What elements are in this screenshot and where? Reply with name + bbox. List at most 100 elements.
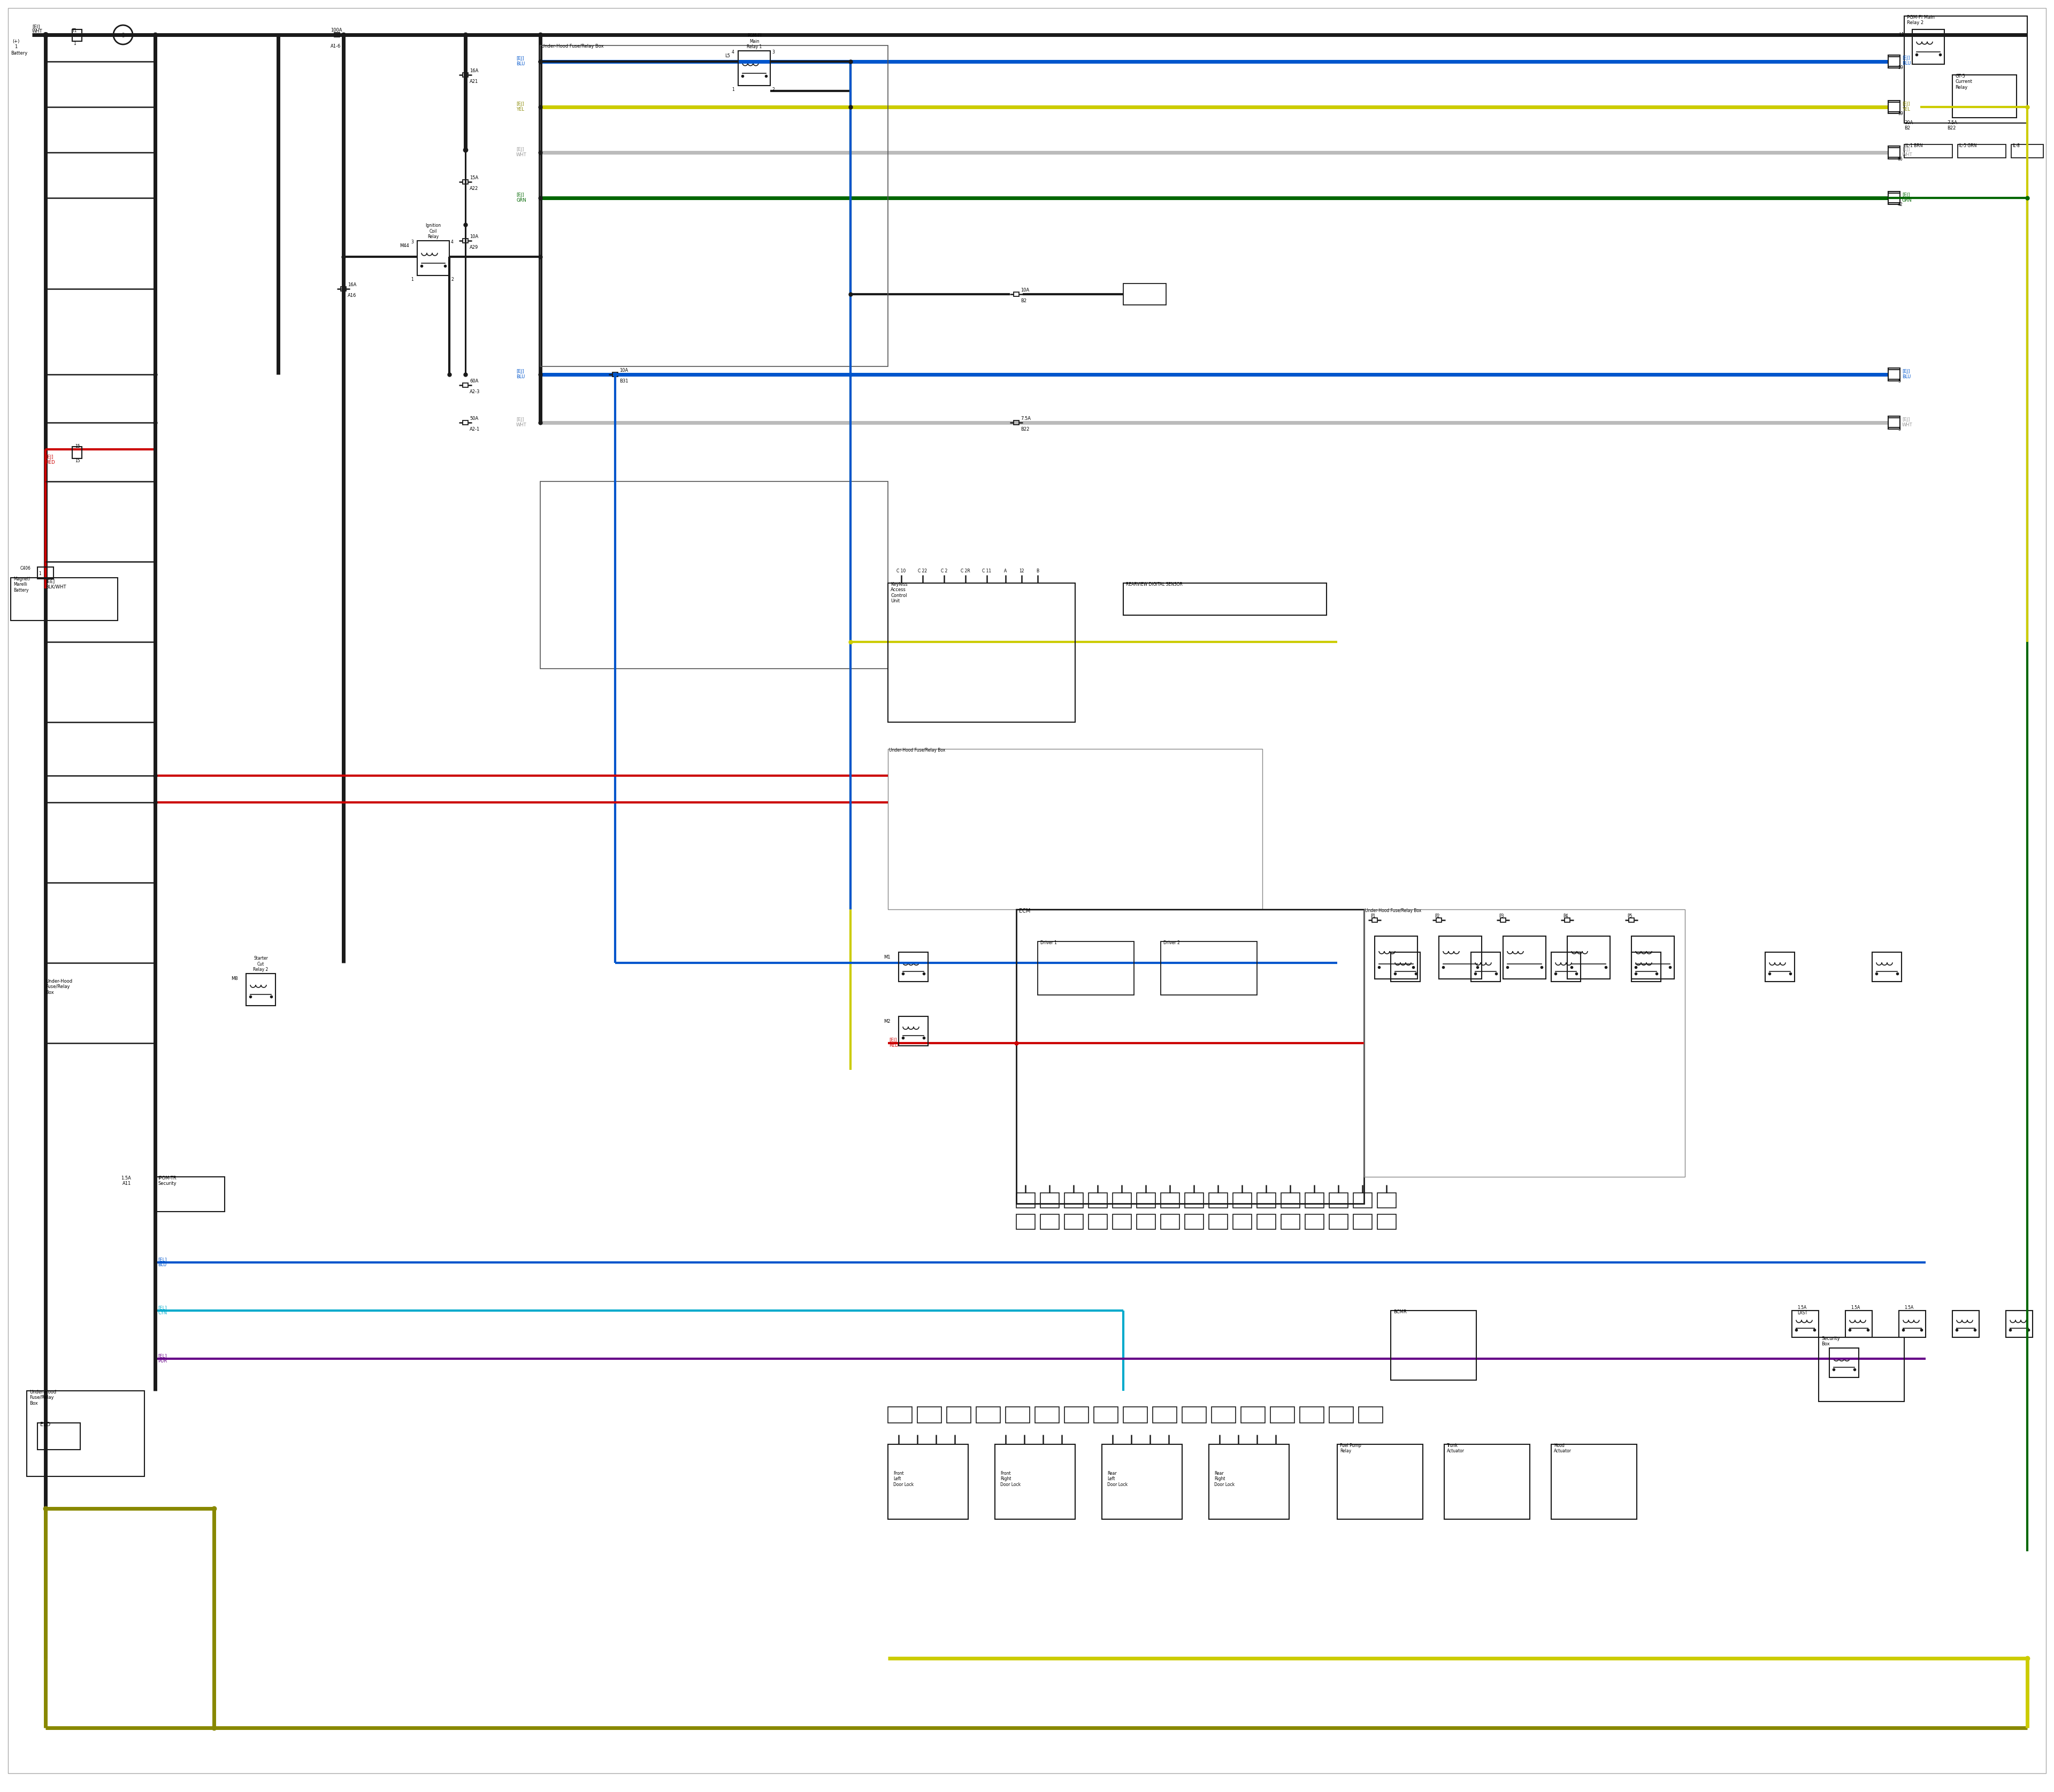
Text: M44: M44 [401, 244, 409, 249]
Bar [1152, 1407, 1177, 1423]
Bar [887, 582, 1074, 722]
Bar [994, 1444, 1074, 1520]
Bar [1957, 145, 2007, 158]
Bar [1904, 145, 1953, 158]
Text: Security
Box: Security Box [1822, 1337, 1840, 1346]
Bar [1183, 1407, 1206, 1423]
Bar [1888, 192, 1900, 204]
Bar [1185, 1215, 1204, 1229]
Bar [737, 50, 770, 86]
Text: 10A: 10A [620, 367, 629, 373]
Text: Under-Hood
Fuse/Relay
Box: Under-Hood Fuse/Relay Box [29, 1391, 55, 1405]
Bar [1161, 1193, 1179, 1208]
Text: Under-Hood Fuse/Relay Box: Under-Hood Fuse/Relay Box [1366, 909, 1421, 914]
Text: BLU: BLU [516, 375, 526, 380]
Bar [1888, 147, 1900, 158]
Bar [1006, 1407, 1029, 1423]
Bar [918, 1407, 941, 1423]
Bar [1136, 1193, 1154, 1208]
Bar [1017, 909, 1364, 1204]
Bar [1257, 1215, 1276, 1229]
Text: 30A: 30A [1904, 120, 1912, 125]
Bar [1791, 1310, 1818, 1337]
Bar [1844, 1310, 1871, 1337]
Bar [1232, 1215, 1251, 1229]
Text: IL-8: IL-8 [2013, 143, 2019, 149]
Bar [1888, 416, 1900, 428]
Text: GT-5
Current
Relay: GT-5 Current Relay [1955, 73, 1972, 90]
Text: 3: 3 [411, 240, 413, 244]
Bar [1871, 952, 1902, 982]
Text: C 2R: C 2R [961, 568, 969, 573]
Text: [EJ]: [EJ] [45, 455, 53, 459]
Text: 2: 2 [772, 88, 774, 91]
Bar [1898, 1310, 1927, 1337]
Text: Driver 2: Driver 2 [1163, 941, 1179, 944]
Text: IL-5 GRN: IL-5 GRN [1960, 143, 1976, 149]
Bar [1471, 952, 1499, 982]
Bar [1282, 1193, 1300, 1208]
Text: A22: A22 [470, 186, 479, 192]
Bar [1436, 918, 1442, 923]
Bar [417, 240, 450, 276]
Text: A1-6: A1-6 [331, 43, 341, 48]
Text: BLU: BLU [516, 61, 526, 66]
Bar [1888, 369, 1900, 380]
Text: [EI]: [EI] [33, 23, 39, 29]
Text: IPOM-TR
Security: IPOM-TR Security [158, 1176, 177, 1186]
Text: Magneti
Marelli
Battery: Magneti Marelli Battery [14, 577, 31, 593]
Text: 42: 42 [1898, 202, 1902, 208]
Text: YEL: YEL [1902, 108, 1910, 111]
Bar [462, 383, 468, 387]
Text: [EJ]: [EJ] [1902, 56, 1910, 61]
Text: Driver 1: Driver 1 [1041, 941, 1058, 944]
Bar [1136, 1215, 1154, 1229]
Text: WHT: WHT [33, 29, 43, 34]
Text: 1: 1 [74, 41, 76, 47]
Bar [1064, 1407, 1089, 1423]
Bar [72, 446, 82, 459]
Bar [887, 1407, 912, 1423]
Text: 3: 3 [1898, 426, 1900, 432]
Bar [1013, 292, 1019, 296]
Text: 1.5A
LAST: 1.5A LAST [1797, 1305, 1808, 1315]
Text: A16: A16 [347, 294, 357, 297]
Bar [1210, 1444, 1290, 1520]
Text: RED: RED [45, 461, 55, 464]
Text: 1.5A: 1.5A [1904, 1305, 1914, 1310]
Text: L1: L1 [1900, 32, 1904, 38]
Bar [1444, 1444, 1530, 1520]
Bar [1358, 1407, 1382, 1423]
Text: 7.5A: 7.5A [1947, 120, 1957, 125]
Text: P4: P4 [1563, 914, 1567, 919]
Text: A: A [1004, 568, 1006, 573]
Text: P3: P3 [1499, 914, 1504, 919]
Text: 100A: 100A [331, 29, 343, 32]
Text: B22: B22 [1947, 125, 1955, 131]
Bar [1888, 367, 1900, 382]
Bar [37, 1423, 80, 1450]
Text: [EJ]: [EJ] [1902, 192, 1910, 197]
Bar [1017, 1215, 1035, 1229]
Bar [887, 749, 1263, 909]
Text: P2: P2 [1434, 914, 1440, 919]
Text: 16A: 16A [347, 283, 357, 287]
Bar [1631, 952, 1662, 982]
Text: 50A: 50A [470, 416, 479, 421]
Bar [900, 952, 928, 982]
Text: 4: 4 [731, 50, 735, 54]
Text: WHT: WHT [516, 152, 526, 158]
Bar [1210, 1193, 1228, 1208]
Bar [1904, 16, 2027, 124]
Bar [1113, 1193, 1132, 1208]
Text: [EL]
CYN: [EL] CYN [158, 1305, 166, 1315]
Bar [335, 32, 339, 38]
Bar [1378, 1215, 1397, 1229]
Text: [EJ]: [EJ] [1902, 418, 1910, 423]
Text: 2: 2 [452, 278, 454, 281]
Text: BLU: BLU [1902, 61, 1910, 66]
Text: B31: B31 [620, 378, 629, 383]
Bar [1017, 1193, 1035, 1208]
Bar [1629, 918, 1635, 923]
Bar [1089, 1193, 1107, 1208]
